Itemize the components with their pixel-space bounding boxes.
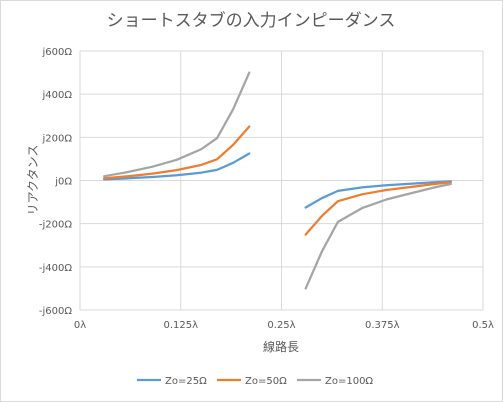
series-line [304, 182, 452, 290]
x-axis-label: 線路長 [263, 339, 299, 354]
chart-title: ショートスタブの入力インピーダンス [107, 10, 396, 31]
legend-label: Zo=100Ω [325, 376, 373, 387]
y-tick-label: j600Ω [41, 47, 72, 58]
y-tick-label: -j200Ω [39, 220, 72, 231]
series-1 [103, 152, 452, 209]
y-tick-label: -j400Ω [39, 263, 72, 274]
series-layer [103, 71, 452, 290]
y-tick-label: j200Ω [41, 133, 72, 144]
x-tick-label: 0.5λ [472, 320, 494, 331]
y-tick-label: j400Ω [41, 90, 72, 101]
x-tick-label: 0.375λ [365, 320, 400, 331]
legend-item: Zo=50Ω [217, 376, 287, 387]
grid-layer [79, 50, 484, 311]
x-tick-label: 0.125λ [163, 320, 198, 331]
x-tick-label: 0λ [74, 320, 86, 331]
legend-label: Zo=50Ω [245, 376, 287, 387]
series-line [304, 181, 452, 236]
legend: Zo=25Ω Zo=50Ω Zo=100Ω [137, 376, 373, 387]
series-2 [103, 125, 452, 236]
y-tick-label: -j600Ω [39, 306, 72, 317]
series-line [103, 71, 251, 178]
series-line [103, 125, 251, 180]
legend-label: Zo=25Ω [165, 376, 207, 387]
series-line [103, 152, 251, 181]
series-line [304, 180, 452, 209]
legend-item: Zo=100Ω [297, 376, 373, 387]
y-axis-label: リアクタンス [26, 145, 40, 216]
legend-item: Zo=25Ω [137, 376, 207, 387]
y-tick-label: j0Ω [54, 177, 72, 188]
series-3 [103, 71, 452, 290]
x-tick-label: 0.25λ [267, 320, 295, 331]
